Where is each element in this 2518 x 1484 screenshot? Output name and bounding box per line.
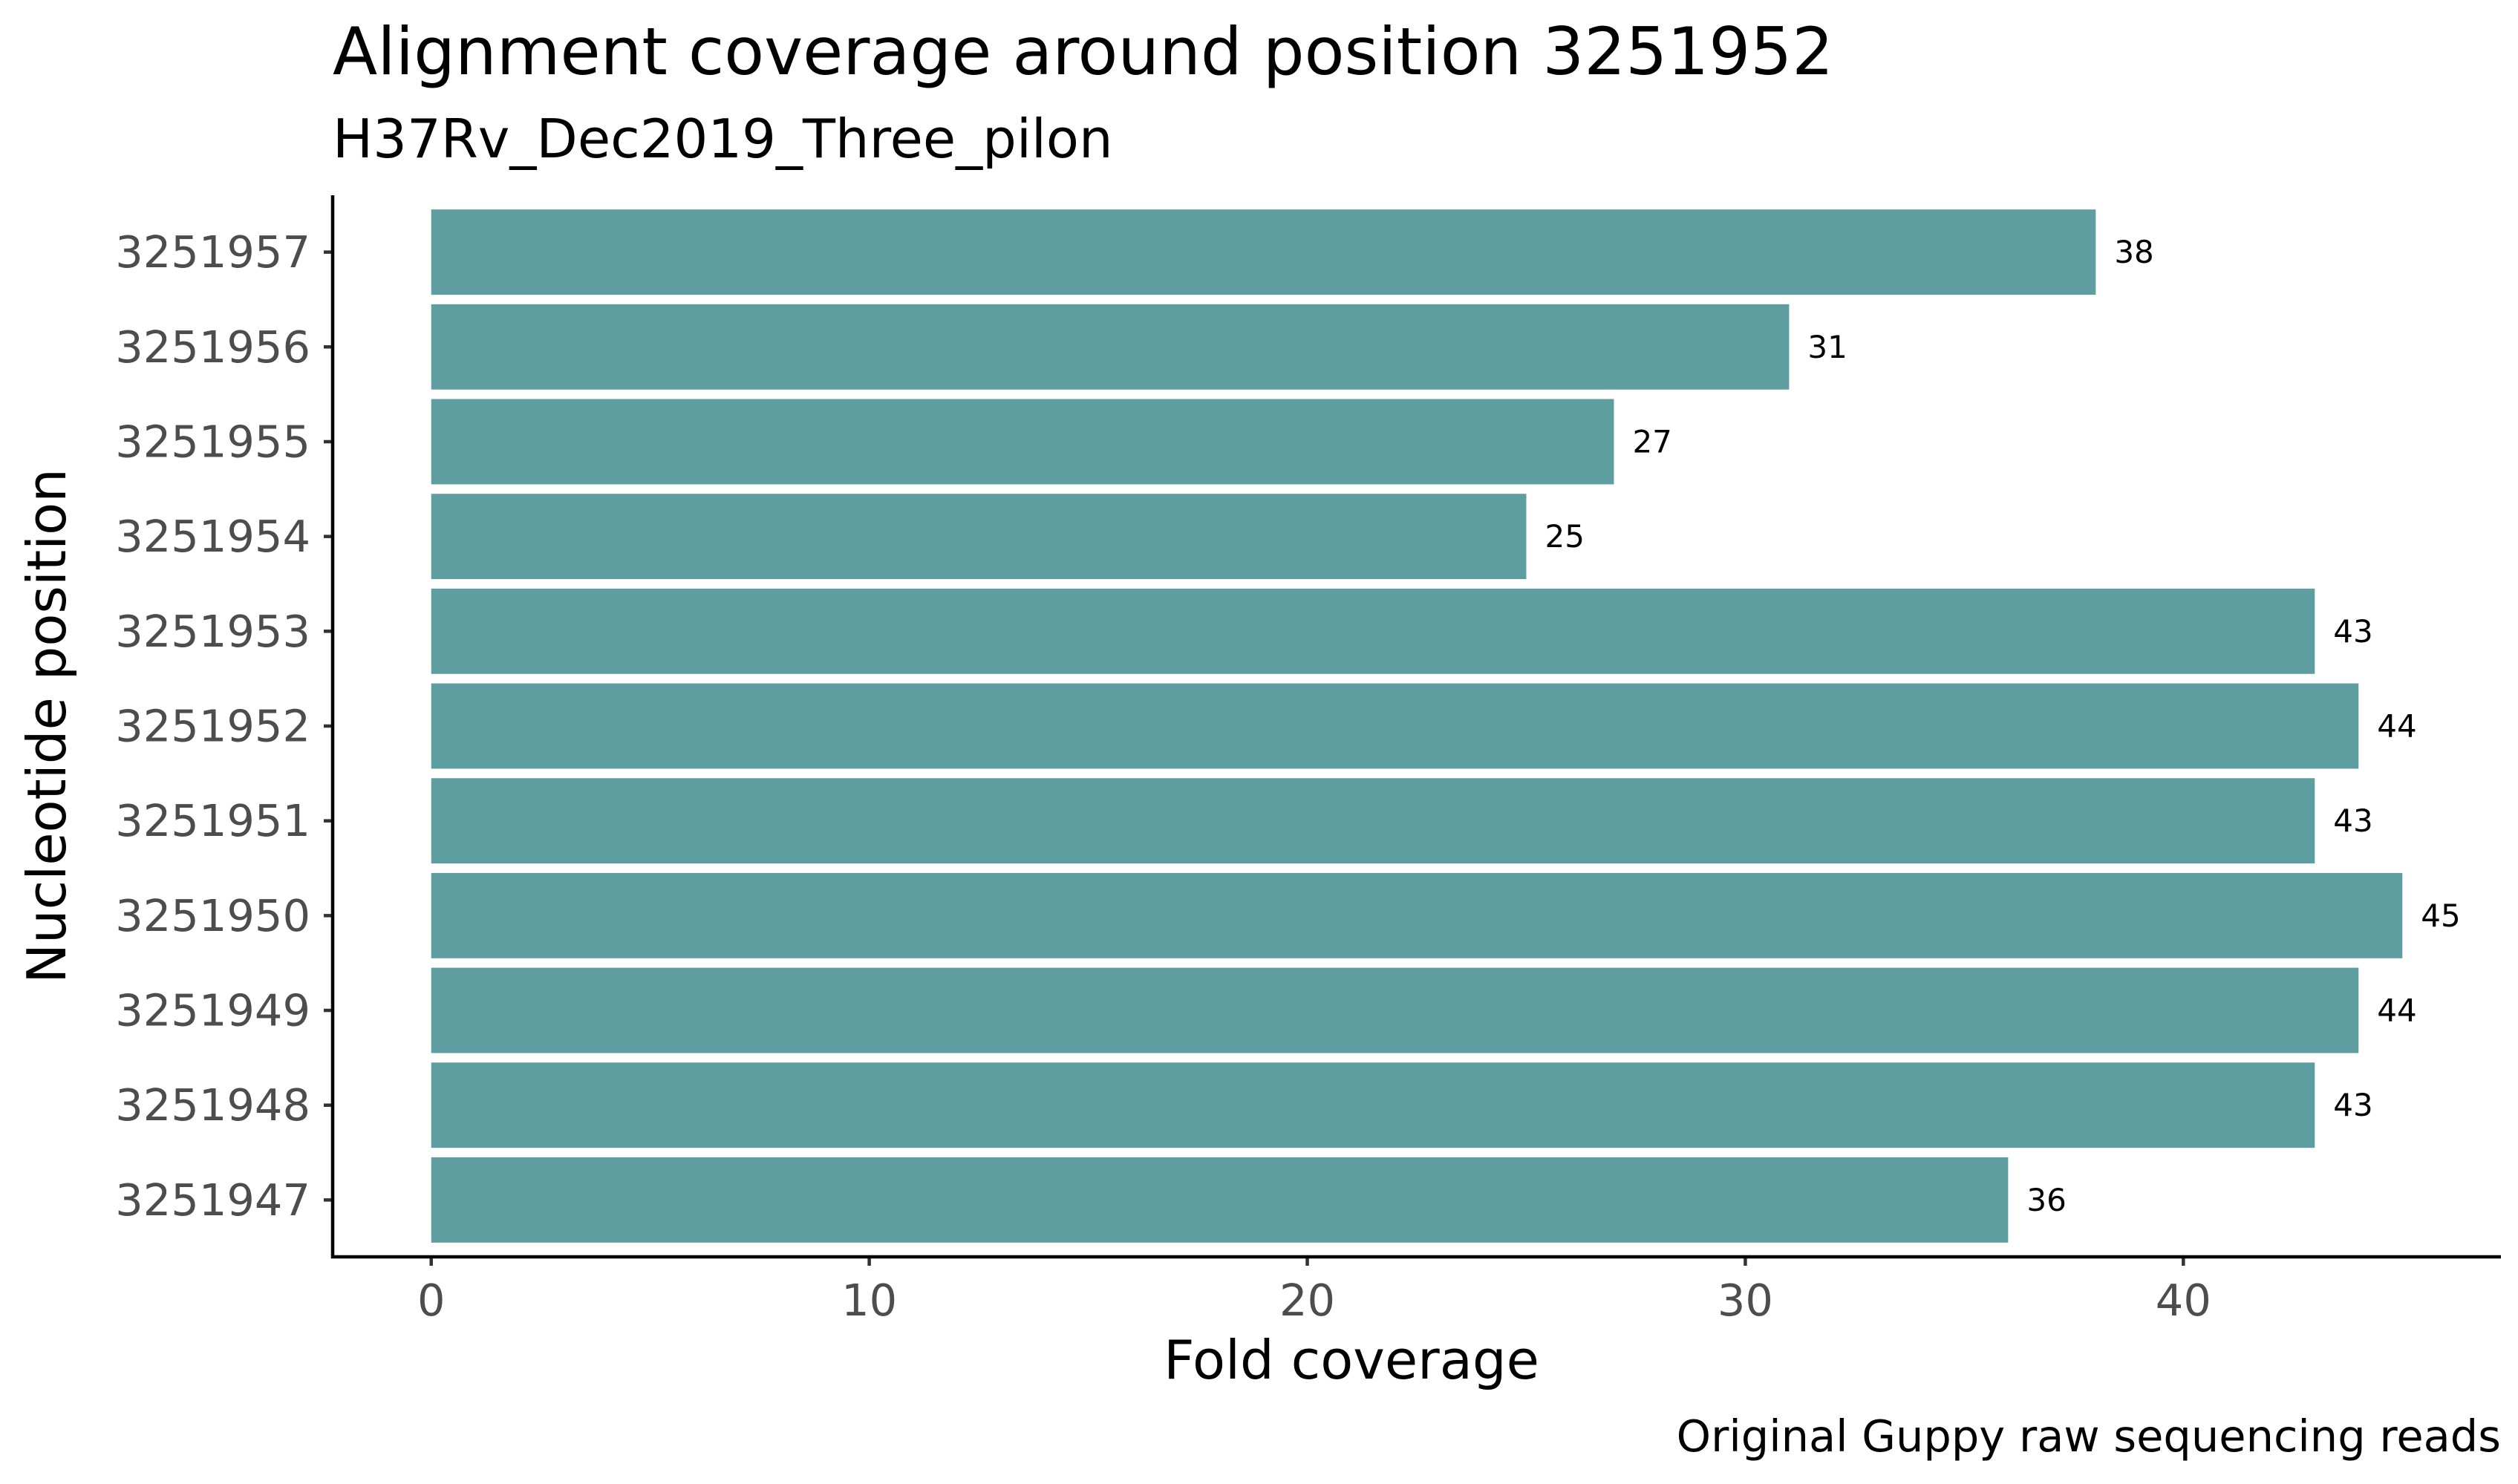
bar-value-label-3251956: 31 (1807, 329, 1847, 365)
x-tick-label-30: 30 (1718, 1275, 1773, 1326)
chart-title: Alignment coverage around position 32519… (333, 13, 1833, 90)
bar-3251949 (431, 967, 2359, 1053)
bar-value-label-3251955: 27 (1632, 423, 1671, 460)
y-tick-label-3251948: 3251948 (115, 1079, 310, 1131)
bar-3251947 (431, 1157, 2009, 1243)
bar-value-label-3251957: 38 (2114, 234, 2153, 270)
bar-value-label-3251947: 36 (2026, 1182, 2066, 1218)
y-tick-label-3251949: 3251949 (115, 985, 310, 1036)
y-tick-label-3251951: 3251951 (115, 795, 310, 846)
bar-value-label-3251953: 43 (2333, 613, 2372, 650)
x-tick-label-10: 10 (841, 1275, 897, 1326)
bar-3251950 (431, 872, 2403, 958)
x-tick-label-40: 40 (2156, 1275, 2211, 1326)
chart-subtitle: H37Rv_Dec2019_Three_pilon (333, 108, 1113, 170)
bar-3251955 (431, 399, 1614, 485)
x-tick-label-0: 0 (417, 1275, 446, 1326)
bar-3251956 (431, 304, 1790, 390)
bar-value-label-3251949: 44 (2377, 993, 2416, 1029)
y-tick-label-3251953: 3251953 (115, 606, 310, 657)
bar-labels-group: 38 31 27 25 43 44 43 45 44 43 36 (1545, 234, 2460, 1218)
x-tick-label-20: 20 (1279, 1275, 1335, 1326)
y-tick-label-3251956: 3251956 (115, 321, 310, 373)
chart-caption: Original Guppy raw sequencing reads (1677, 1411, 2501, 1462)
bars-group (431, 209, 2403, 1243)
y-axis-ticks: 3251957 3251956 3251955 3251954 3251953 32519… (115, 226, 333, 1226)
bar-value-label-3251952: 44 (2377, 708, 2416, 745)
y-tick-label-3251947: 3251947 (115, 1174, 310, 1226)
x-axis-ticks: 0 10 20 30 40 (417, 1257, 2211, 1326)
bar-3251954 (431, 494, 1527, 580)
x-axis-title: Fold coverage (1164, 1329, 1539, 1391)
y-tick-label-3251955: 3251955 (115, 416, 310, 467)
bar-3251948 (431, 1062, 2315, 1148)
bar-value-label-3251948: 43 (2333, 1087, 2372, 1123)
bar-value-label-3251950: 45 (2421, 898, 2460, 934)
bar-value-label-3251951: 43 (2333, 803, 2372, 839)
y-tick-label-3251957: 3251957 (115, 226, 310, 278)
bar-3251957 (431, 209, 2096, 295)
y-tick-label-3251950: 3251950 (115, 890, 310, 941)
y-tick-label-3251952: 3251952 (115, 701, 310, 752)
bar-3251952 (431, 683, 2359, 769)
y-tick-label-3251954: 3251954 (115, 511, 310, 562)
bar-value-label-3251954: 25 (1545, 518, 1584, 555)
bar-3251953 (431, 588, 2315, 674)
bar-3251951 (431, 778, 2315, 864)
y-axis-title: Nucleotide position (16, 468, 78, 984)
